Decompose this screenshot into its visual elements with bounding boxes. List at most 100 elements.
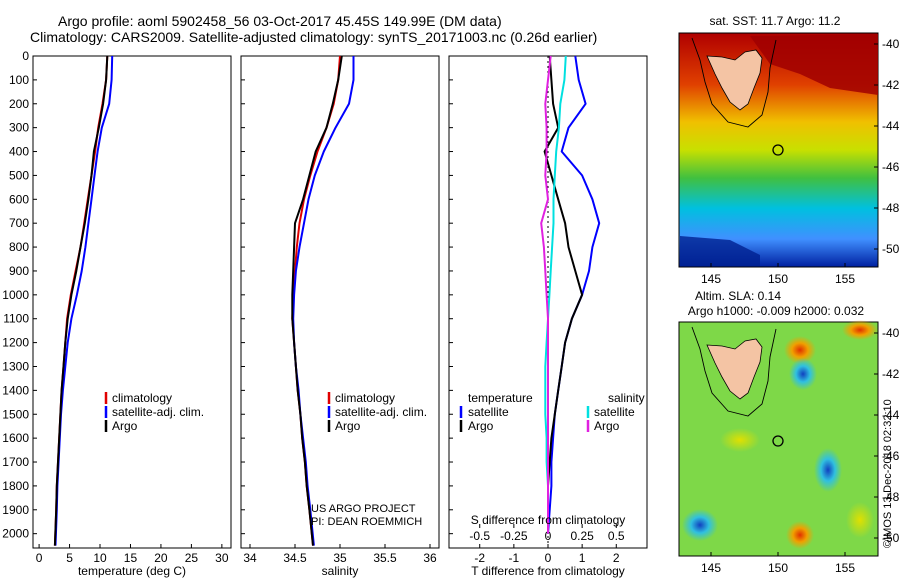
temperature-legend: climatology satellite-adj. clim. Argo [104, 391, 204, 433]
series-line-salinity-satellite [544, 55, 567, 534]
x-tick-label: 30 [215, 551, 229, 565]
map-y-tick-label: -44 [882, 119, 900, 133]
depth-axis: 0 100 200 300 400 500 600 700 800 900 1000 1100 1200… [2, 49, 453, 541]
x-tick-label: 0.5 [608, 529, 625, 543]
salinity-xlabel: salinity [322, 564, 359, 578]
map-x-tick-label: 145 [701, 272, 721, 286]
depth-tick-label: 1600 [2, 431, 29, 445]
map-x-tick-label: 145 [701, 561, 721, 575]
sla-eddy-warm [786, 521, 814, 549]
map-y-tick-label: -50 [882, 242, 900, 256]
salinity-panel [240, 55, 440, 549]
shelf-contour [691, 326, 777, 417]
map-x-tick-label: 155 [835, 561, 855, 575]
temperature-x-axis: 0 5 10 15 20 25 30 [36, 544, 229, 565]
map-y-tick-label: -40 [882, 37, 900, 51]
x-tick-label: 5 [66, 551, 73, 565]
tasmania-landmass [706, 338, 763, 400]
title-line-1: Argo profile: aoml 5902458_56 03-Oct-201… [58, 13, 502, 29]
depth-tick-label: 1900 [2, 503, 29, 517]
map-y-tick-label: -46 [882, 449, 900, 463]
depth-tick-label: 100 [9, 73, 29, 87]
depth-tick-label: 400 [9, 145, 29, 159]
sla-map [678, 320, 879, 557]
legend-sal-argo: Argo [594, 419, 620, 433]
depth-tick-label: 0 [22, 49, 29, 63]
difference-legend: temperature satellite Argo salinity sate… [459, 391, 645, 433]
sla-eddy-cold [814, 448, 842, 492]
temperature-series [53, 55, 114, 546]
x-tick-label: 0.25 [570, 529, 594, 543]
sla-eddy-warm [784, 336, 816, 364]
depth-tick-label: 1700 [2, 455, 29, 469]
x-tick-label: -1 [509, 551, 520, 565]
sla-map-title-1: Altim. SLA: 0.14 [695, 289, 781, 303]
x-tick-label: 34 [243, 551, 257, 565]
imos-watermark: ©IMOS 13-Dec-2018 02:32:10 [882, 399, 894, 548]
sla-eddy-warm [842, 320, 878, 340]
map-y-tick-label: -42 [882, 78, 900, 92]
tasmania-landmass [706, 49, 763, 111]
x-tick-label: 0 [545, 551, 552, 565]
title-line-2: Climatology: CARS2009. Satellite-adjuste… [30, 29, 597, 45]
legend-temperature-head: temperature [468, 391, 533, 405]
temperature-panel [32, 55, 232, 549]
sla-eddy-warm [846, 502, 874, 538]
legend-sal-satellite: satellite [594, 405, 635, 419]
legend-argo: Argo [112, 419, 138, 433]
depth-tick-label: 800 [9, 240, 29, 254]
salinity-series [291, 55, 355, 546]
difference-xlabel: T difference from climatology [471, 564, 625, 578]
map-x-tick-label: 155 [835, 272, 855, 286]
depth-tick-label: 1100 [3, 312, 29, 326]
x-tick-label: 35 [333, 551, 347, 565]
argo-float-position [772, 144, 784, 156]
depth-tick-label: 2000 [2, 527, 29, 541]
map-y-tick-label: -46 [882, 160, 900, 174]
map-x-tick-label: 150 [768, 561, 788, 575]
depth-tick-label: 700 [9, 216, 29, 230]
series-line-temperature-argo [543, 55, 584, 534]
depth-tick-label: 500 [9, 168, 29, 182]
cold-water-region [680, 236, 760, 266]
legend-salinity-head: salinity [608, 391, 645, 405]
credit-line-2: PI: DEAN ROEMMICH [311, 516, 422, 528]
map-y-tick-label: -42 [882, 367, 900, 381]
map-y-tick-label: -50 [882, 531, 900, 545]
legend-argo: Argo [335, 419, 361, 433]
sst-x-axis: 145 150 155 [701, 263, 855, 286]
depth-tick-label: 1300 [2, 359, 29, 373]
depth-tick-label: 900 [9, 264, 29, 278]
x-tick-label: 34.5 [283, 551, 307, 565]
x-tick-label: 10 [93, 551, 107, 565]
sst-map-title: sat. SST: 11.7 Argo: 11.2 [710, 14, 841, 28]
argo-float-position [772, 435, 784, 447]
salinity-x-axis: 34 34.5 35 35.5 36 [243, 544, 437, 565]
series-line-argo [291, 55, 343, 546]
sla-x-axis: 145 150 155 [701, 552, 855, 575]
x-tick-label: 0 [36, 551, 43, 565]
credit-line-1: US ARGO PROJECT [311, 503, 416, 515]
shelf-contour [691, 37, 777, 128]
sla-map-title-2: Argo h1000: -0.009 h2000: 0.032 [688, 304, 864, 318]
map-x-tick-label: 150 [768, 272, 788, 286]
legend-satellite-adj: satellite-adj. clim. [335, 405, 427, 419]
map-y-tick-label: -48 [882, 490, 900, 504]
sla-y-axis: -40 -42 -44 -46 -48 -50 [874, 326, 900, 545]
x-tick-label: 25 [185, 551, 199, 565]
legend-satellite-adj: satellite-adj. clim. [112, 405, 204, 419]
depth-tick-label: 200 [9, 97, 29, 111]
legend-climatology: climatology [112, 391, 172, 405]
depth-tick-label: 1200 [2, 336, 29, 350]
sla-eddy-cold [682, 509, 718, 541]
legend-temp-argo: Argo [468, 419, 494, 433]
depth-tick-label: 1000 [2, 288, 29, 302]
difference-top-xlabel: S difference from climatology [471, 513, 626, 527]
x-tick-label: 2 [613, 551, 620, 565]
map-y-tick-label: -40 [882, 326, 900, 340]
x-tick-label: 36 [423, 551, 437, 565]
map-y-tick-label: -48 [882, 201, 900, 215]
legend-climatology: climatology [335, 391, 395, 405]
warm-water-region [750, 34, 878, 95]
